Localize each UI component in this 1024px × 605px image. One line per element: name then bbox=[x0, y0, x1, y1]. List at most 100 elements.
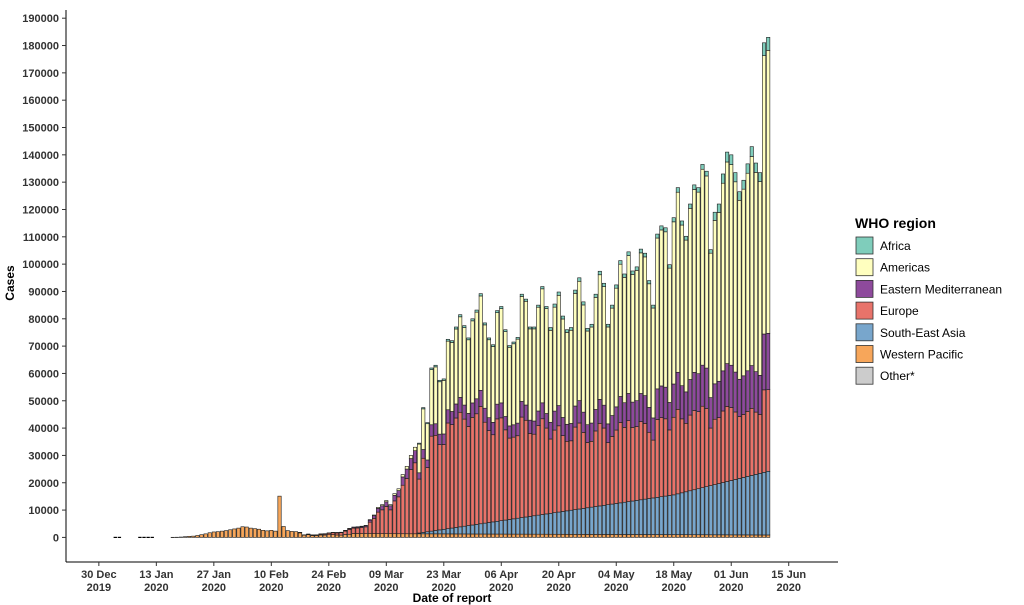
bar-segment-americas bbox=[671, 221, 676, 385]
bar-segment-europe bbox=[450, 424, 454, 529]
bar-segment-eastern-mediterranean bbox=[618, 396, 623, 423]
bar-segment-americas bbox=[733, 181, 738, 373]
bar-segment-eastern-mediterranean bbox=[696, 373, 701, 412]
bar-segment-eastern-mediterranean bbox=[753, 371, 758, 413]
bar-segment-western-pacific bbox=[614, 534, 619, 538]
bar-segment-western-pacific bbox=[207, 532, 212, 538]
bar-segment-western-pacific bbox=[433, 533, 438, 538]
bar-segment-eastern-mediterranean bbox=[433, 423, 438, 436]
bar-segment-eastern-mediterranean bbox=[376, 508, 381, 513]
bar-segment-western-pacific bbox=[396, 533, 401, 538]
bar-segment-eastern-mediterranean bbox=[548, 421, 553, 440]
bar-segment-south-east-asia bbox=[737, 478, 742, 536]
bar-segment-europe bbox=[737, 416, 742, 479]
bar-segment-africa bbox=[556, 291, 561, 296]
bar-segment-africa bbox=[589, 323, 594, 328]
bar-segment-south-east-asia bbox=[577, 508, 582, 535]
bar-segment-africa bbox=[749, 146, 754, 157]
bar-segment-eastern-mediterranean bbox=[585, 424, 590, 443]
bar-segment-western-pacific bbox=[589, 534, 594, 538]
bar-segment-americas bbox=[556, 295, 561, 406]
y-tick-label: 120000 bbox=[22, 204, 59, 216]
bar-segment-eastern-mediterranean bbox=[622, 402, 627, 428]
bar-segment-americas bbox=[606, 326, 611, 425]
x-axis-title: Date of report bbox=[413, 591, 492, 605]
bar-segment-south-east-asia bbox=[462, 525, 467, 535]
bar-segment-europe bbox=[589, 441, 594, 508]
bar-segment-western-pacific bbox=[388, 533, 393, 538]
bar-segment-south-east-asia bbox=[741, 477, 746, 536]
bar-segment-americas bbox=[622, 277, 627, 404]
bar-segment-europe bbox=[495, 418, 500, 522]
bar-segment-western-pacific bbox=[400, 533, 405, 538]
x-tick-label: 09 Mar bbox=[369, 569, 405, 581]
bar-segment-africa bbox=[651, 304, 656, 309]
bar-segment-europe bbox=[675, 409, 680, 495]
bar-segment-eastern-mediterranean bbox=[421, 449, 426, 459]
bar-segment-americas bbox=[445, 340, 450, 411]
bar-segment-eastern-mediterranean bbox=[429, 424, 434, 437]
bar-segment-americas bbox=[745, 172, 750, 372]
bar-segment-europe bbox=[408, 469, 413, 535]
bar-segment-western-pacific bbox=[659, 534, 664, 538]
bar-segment-western-pacific bbox=[486, 533, 491, 538]
bar-segment-africa bbox=[614, 284, 619, 289]
bar-segment-south-east-asia bbox=[581, 508, 586, 535]
bar-segment-western-pacific bbox=[491, 533, 496, 538]
bar-segment-americas bbox=[741, 188, 746, 377]
bar-segment-south-east-asia bbox=[569, 509, 574, 535]
bar-segment-americas bbox=[581, 304, 586, 413]
bar-segment-western-pacific bbox=[232, 528, 237, 538]
bar-segment-eastern-mediterranean bbox=[655, 388, 660, 420]
bar-segment-eastern-mediterranean bbox=[511, 424, 516, 438]
bar-segment-europe bbox=[708, 427, 713, 486]
bar-segment-western-pacific bbox=[618, 534, 623, 538]
bar-segment-eastern-mediterranean bbox=[729, 364, 734, 408]
bar-segment-western-pacific bbox=[252, 528, 257, 538]
bar-segment-south-east-asia bbox=[634, 500, 639, 535]
bar-segment-africa bbox=[569, 327, 574, 331]
bar-segment-europe bbox=[454, 417, 459, 528]
bar-segment-americas bbox=[679, 224, 684, 387]
bar-segment-americas bbox=[737, 200, 742, 380]
bar-segment-western-pacific bbox=[721, 534, 726, 538]
y-tick-label: 170000 bbox=[22, 68, 59, 80]
x-tick-label: 13 Jan bbox=[139, 569, 174, 581]
bar-segment-western-pacific bbox=[655, 534, 660, 538]
bar-segment-americas bbox=[766, 50, 771, 334]
bar-segment-americas bbox=[684, 239, 689, 393]
bar-segment-western-pacific bbox=[634, 534, 639, 538]
bar-segment-americas bbox=[384, 500, 389, 503]
bar-segment-western-pacific bbox=[725, 534, 730, 538]
bar-segment-africa bbox=[762, 42, 767, 56]
bar-segment-europe bbox=[367, 521, 372, 534]
bar-segment-africa bbox=[757, 172, 762, 182]
bar-segment-eastern-mediterranean bbox=[425, 459, 430, 468]
bar-segment-europe bbox=[507, 437, 512, 520]
bar-segment-south-east-asia bbox=[643, 498, 647, 535]
bar-segment-europe bbox=[622, 427, 627, 503]
bar-segment-south-east-asia bbox=[614, 503, 619, 535]
bar-segment-south-east-asia bbox=[585, 507, 590, 535]
bar-segment-eastern-mediterranean bbox=[614, 406, 619, 431]
bar-segment-europe bbox=[597, 423, 602, 507]
bar-segment-western-pacific bbox=[195, 535, 200, 538]
bar-segment-south-east-asia bbox=[622, 501, 627, 535]
bar-segment-americas bbox=[507, 347, 512, 427]
bar-segment-western-pacific bbox=[335, 534, 340, 538]
bar-segment-western-pacific bbox=[548, 533, 553, 538]
bar-segment-south-east-asia bbox=[659, 496, 664, 535]
bar-segment-africa bbox=[741, 179, 746, 190]
bar-segment-europe bbox=[716, 417, 721, 484]
bar-segment-western-pacific bbox=[630, 534, 635, 538]
bar-segment-eastern-mediterranean bbox=[733, 371, 738, 413]
bar-segment-south-east-asia bbox=[663, 495, 668, 535]
bar-segment-americas bbox=[651, 307, 656, 419]
bar-segment-europe bbox=[569, 440, 574, 511]
bar-segment-americas bbox=[429, 369, 434, 426]
bar-segment-europe bbox=[462, 418, 467, 527]
bar-segment-western-pacific bbox=[597, 534, 602, 538]
y-tick-label: 60000 bbox=[28, 368, 59, 380]
bar-segment-western-pacific bbox=[667, 534, 672, 538]
